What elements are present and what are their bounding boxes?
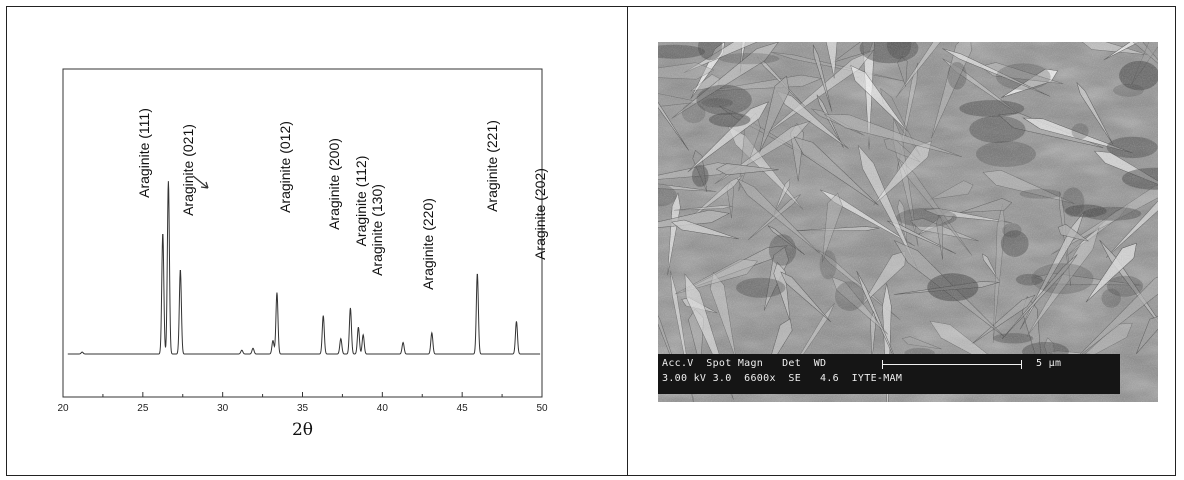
sem-databar: Acc.V Spot Magn Det WD 5 µm 3.00 kV 3.0 …	[658, 354, 1120, 394]
sem-image	[658, 42, 1158, 402]
x-tick-label: 30	[217, 403, 229, 414]
peak-label: Araginite (111)	[136, 108, 152, 198]
peak-label: Araginite (221)	[484, 120, 500, 212]
x-tick-label: 35	[297, 403, 309, 414]
x-axis-label: 2θ	[292, 420, 313, 440]
x-tick-label: 45	[457, 403, 469, 414]
x-tick-label: 50	[536, 403, 548, 414]
peak-label: Araginite (021)	[180, 124, 196, 216]
xrd-panel: 20 25 30 35 40 45 50 2θ Araginite (111) Araginit…	[7, 7, 627, 475]
peak-label: Araginite (130)	[369, 184, 385, 276]
peak-label: Araginite (202)	[532, 168, 548, 260]
peak-label: Araginite (200)	[326, 138, 342, 230]
peak-label: Araginite (012)	[277, 121, 293, 213]
sem-micrograph: Acc.V Spot Magn Det WD 5 µm 3.00 kV 3.0 …	[658, 42, 1158, 402]
figure-frame: 20 25 30 35 40 45 50 2θ Araginite (111) Araginit…	[6, 6, 1176, 476]
x-tick-label: 40	[377, 403, 389, 414]
x-tick-label: 20	[57, 403, 69, 414]
xrd-chart: 20 25 30 35 40 45 50 2θ Araginite (111) Araginit…	[7, 7, 627, 475]
scale-label: 5 µm	[1036, 357, 1061, 371]
databar-row-1: Acc.V Spot Magn Det WD	[662, 357, 826, 371]
scale-bar	[882, 364, 1022, 365]
databar-row-2: 3.00 kV 3.0 6600x SE 4.6 IYTE-MAM	[662, 372, 902, 386]
plot-frame	[63, 69, 542, 397]
xrd-trace	[68, 181, 540, 354]
x-tick-label: 25	[137, 403, 149, 414]
sem-panel: Acc.V Spot Magn Det WD 5 µm 3.00 kV 3.0 …	[628, 7, 1176, 475]
peak-label: Araginite (112)	[353, 156, 369, 247]
peak-label: Araginite (220)	[420, 198, 436, 290]
